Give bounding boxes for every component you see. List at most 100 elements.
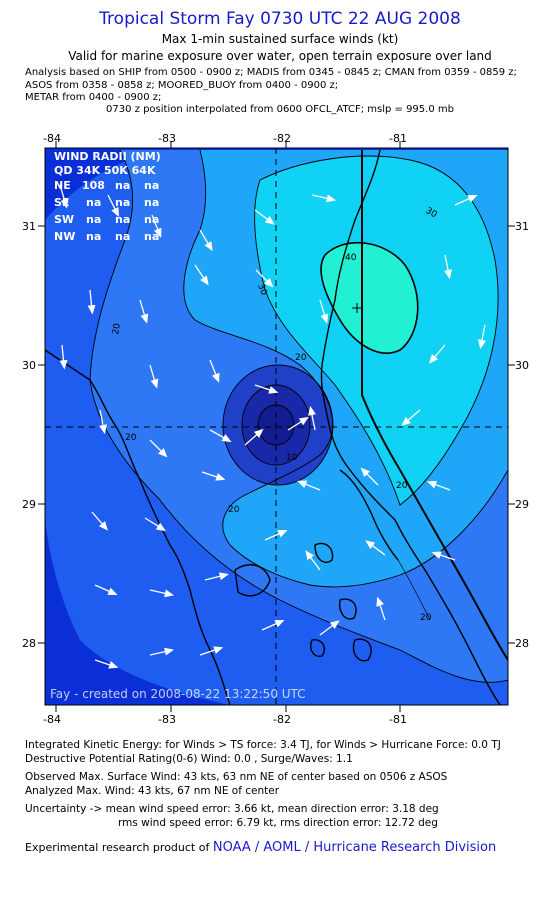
- latitude-labels: 31 30 29 28 31 30 29 28: [22, 220, 529, 650]
- analysis-line-2: ASOS from 0358 - 0858 z; MOORED_BUOY fro…: [25, 80, 339, 91]
- wind-arrow-head: [467, 194, 478, 203]
- created-timestamp: Fay - created on 2008-08-22 13:22:50 UTC: [50, 687, 306, 701]
- map-frame: [44, 147, 509, 706]
- wind-arrow-head: [215, 473, 226, 481]
- contour-label: 10: [286, 453, 298, 463]
- wind-arrow-head: [360, 467, 370, 477]
- wind-arrow-head: [212, 372, 220, 383]
- wind-arrow-head: [428, 354, 439, 364]
- wind-arrow-head: [200, 275, 209, 286]
- wind-radii-quadrant: NW: [54, 230, 75, 243]
- dpr-line: Destructive Potential Rating(0-6) Wind: …: [25, 753, 353, 765]
- wind-arrow-head: [108, 661, 119, 669]
- wind-radii-50k: na: [115, 196, 130, 209]
- wind-arrow-head: [164, 647, 175, 656]
- lat-label-right: 28: [515, 637, 529, 650]
- wind-radii-header: WIND RADII (NM): [54, 150, 161, 163]
- wind-radii-row: NE 108 na na: [54, 179, 159, 192]
- lat-label-right: 30: [515, 359, 529, 372]
- product-credit: Experimental research product of NOAA / …: [25, 840, 496, 855]
- lat-label-left: 28: [22, 637, 36, 650]
- lon-label-bottom: -83: [158, 713, 176, 726]
- lon-label-bottom: -81: [389, 713, 407, 726]
- wind-arrow-head: [401, 416, 411, 427]
- center-position-note: 0730 z position interpolated from 0600 O…: [106, 104, 454, 115]
- river: [339, 469, 431, 621]
- wind-arrow-head: [376, 596, 384, 607]
- lon-label-top: -82: [273, 132, 291, 145]
- wind-arrow-head: [320, 313, 329, 324]
- wind-radii-50k: na: [115, 213, 130, 226]
- wind-radii-50k: na: [115, 179, 130, 192]
- valid-note: Valid for marine exposure over water, op…: [68, 49, 492, 63]
- wind-arrow-head: [218, 572, 229, 581]
- wind-arrow-head: [274, 619, 285, 628]
- wind-radii-quadrant: SE: [54, 196, 69, 209]
- lat-label-left: 29: [22, 498, 36, 511]
- wind-arrow-head: [444, 269, 452, 280]
- wind-radii-row: SE na na na: [54, 196, 159, 209]
- lon-label-top: -84: [43, 132, 61, 145]
- wind-arrow-head: [326, 194, 337, 203]
- wind-radii-row: NW na na na: [54, 230, 159, 243]
- wind-arrow-head: [164, 589, 175, 598]
- analyzed-max-wind-marker: [352, 303, 362, 313]
- lon-label-top: -81: [389, 132, 407, 145]
- contour-label: 20: [228, 505, 240, 515]
- wind-radii-34k: na: [86, 230, 101, 243]
- lat-label-left: 30: [22, 359, 36, 372]
- longitude-labels: -84 -83 -82 -81 -84 -83 -82 -81: [43, 132, 407, 726]
- wind-radii-50k: na: [115, 230, 130, 243]
- analysis-line-3: METAR from 0400 - 0900 z;: [25, 92, 162, 103]
- contour-label: 30: [255, 283, 268, 297]
- wind-arrow-head: [158, 448, 168, 458]
- wind-arrow-head: [60, 198, 69, 209]
- wind-arrow-head: [150, 378, 159, 389]
- wind-arrow-head: [107, 587, 118, 596]
- wind-analysis-map: 40 30 30 20 20 20 20 20 20 10 WIND RADII…: [22, 132, 529, 726]
- map-title: Tropical Storm Fay 0730 UTC 22 AUG 2008: [99, 9, 461, 29]
- wind-arrow-head: [99, 424, 107, 435]
- wind-arrow-head: [221, 433, 232, 442]
- wind-radii-64k: na: [144, 196, 159, 209]
- lon-label-top: -83: [158, 132, 176, 145]
- wind-radii-quadrant: SW: [54, 213, 74, 226]
- lat-label-right: 31: [515, 220, 529, 233]
- wind-arrow-head: [298, 416, 309, 426]
- noaa-link[interactable]: NOAA / AOML / Hurricane Research Divisio…: [212, 840, 497, 855]
- wind-arrow-head: [431, 551, 442, 559]
- wind-radii-table: WIND RADII (NM) QD 34K 50K 64K NE 108 na…: [54, 150, 161, 243]
- lon-label-bottom: -84: [43, 713, 61, 726]
- observed-max-line: Observed Max. Surface Wind: 43 kts, 63 n…: [25, 771, 448, 783]
- wind-arrow-head: [297, 480, 308, 488]
- wind-arrow-head: [253, 428, 264, 438]
- uncertainty-line-2: rms wind speed error: 6.79 kt, rms direc…: [118, 817, 438, 829]
- wind-arrow-head: [87, 304, 96, 315]
- wind-radii-row: SW na na na: [54, 213, 159, 226]
- contour-label: 20: [125, 433, 137, 443]
- analyzed-max-line: Analyzed Max. Wind: 43 kts, 67 nm NE of …: [25, 785, 280, 797]
- wind-field: 40 30 30 20 20 20 20 20 20 10 WIND RADII…: [45, 148, 508, 705]
- wind-arrow-head: [98, 521, 109, 531]
- wind-arrow-head: [264, 278, 274, 288]
- wind-arrow-head: [155, 522, 166, 532]
- wind-arrow-head: [308, 405, 316, 416]
- uncertainty-line-1: Uncertainty -> mean wind speed error: 3.…: [25, 803, 439, 815]
- map-subtitle: Max 1-min sustained surface winds (kt): [161, 32, 399, 46]
- contour-label-group: 40 30 30 20 20 20 20 20 20 10: [111, 206, 439, 623]
- contour-label: 20: [420, 613, 432, 623]
- analysis-line-1: Analysis based on SHIP from 0500 - 0900 …: [25, 67, 517, 78]
- wind-radii-64k: na: [144, 230, 159, 243]
- wind-radii-columns: QD 34K 50K 64K: [54, 164, 156, 177]
- wind-arrow-head: [154, 227, 162, 238]
- wind-arrow-head: [277, 529, 288, 538]
- wind-arrow-head: [213, 646, 224, 654]
- axis-ticks: [38, 141, 515, 712]
- wind-radii-34k: na: [86, 196, 101, 209]
- lat-label-right: 29: [515, 498, 529, 511]
- lat-label-left: 31: [22, 220, 36, 233]
- contour-label: 40: [345, 253, 357, 263]
- wind-arrow-head: [140, 313, 149, 324]
- wind-arrow-head: [111, 206, 120, 218]
- wind-radii-64k: na: [144, 179, 159, 192]
